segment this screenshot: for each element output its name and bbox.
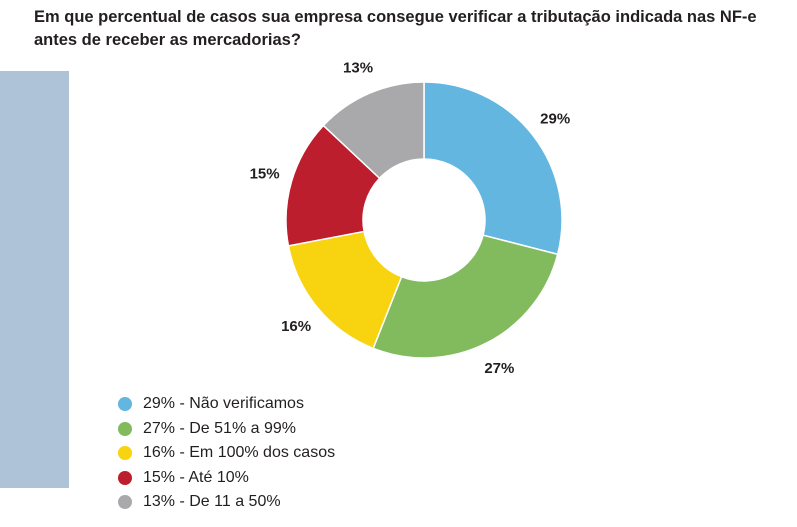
legend-swatch-icon — [118, 397, 132, 412]
slice-percent-label: 15% — [250, 166, 280, 183]
legend-label: 15% - Até 10% — [143, 468, 249, 486]
legend-label: 16% - Em 100% dos casos — [143, 444, 336, 462]
slice-percent-label: 13% — [343, 60, 373, 77]
decorative-side-bar — [0, 71, 69, 488]
slice-percent-label: 27% — [484, 360, 514, 377]
legend-swatch-icon — [118, 470, 132, 485]
donut-slice — [372, 234, 559, 359]
donut-slice — [423, 81, 563, 256]
legend-swatch-icon — [118, 446, 132, 461]
legend-swatch-icon — [118, 421, 132, 436]
donut-slice — [322, 81, 425, 180]
legend-swatch-icon — [118, 495, 132, 510]
legend-item: 15% - Até 10% — [118, 466, 335, 491]
legend-label: 13% - De 11 a 50% — [143, 493, 281, 511]
legend-item: 13% - De 11 a 50% — [118, 490, 335, 515]
legend-item: 16% - Em 100% dos casos — [118, 441, 335, 466]
slice-percent-label: 29% — [540, 110, 570, 127]
legend-item: 27% - De 51% a 99% — [118, 417, 335, 442]
legend-label: 27% - De 51% a 99% — [143, 419, 296, 437]
chart-legend: 29% - Não verificamos 27% - De 51% a 99%… — [118, 392, 335, 515]
donut-slice — [285, 124, 381, 247]
donut-slice — [287, 230, 403, 350]
legend-item: 29% - Não verificamos — [118, 392, 335, 417]
slice-percent-label: 16% — [281, 318, 311, 335]
chart-title: Em que percentual de casos sua empresa c… — [34, 8, 757, 49]
legend-label: 29% - Não verificamos — [143, 395, 304, 413]
